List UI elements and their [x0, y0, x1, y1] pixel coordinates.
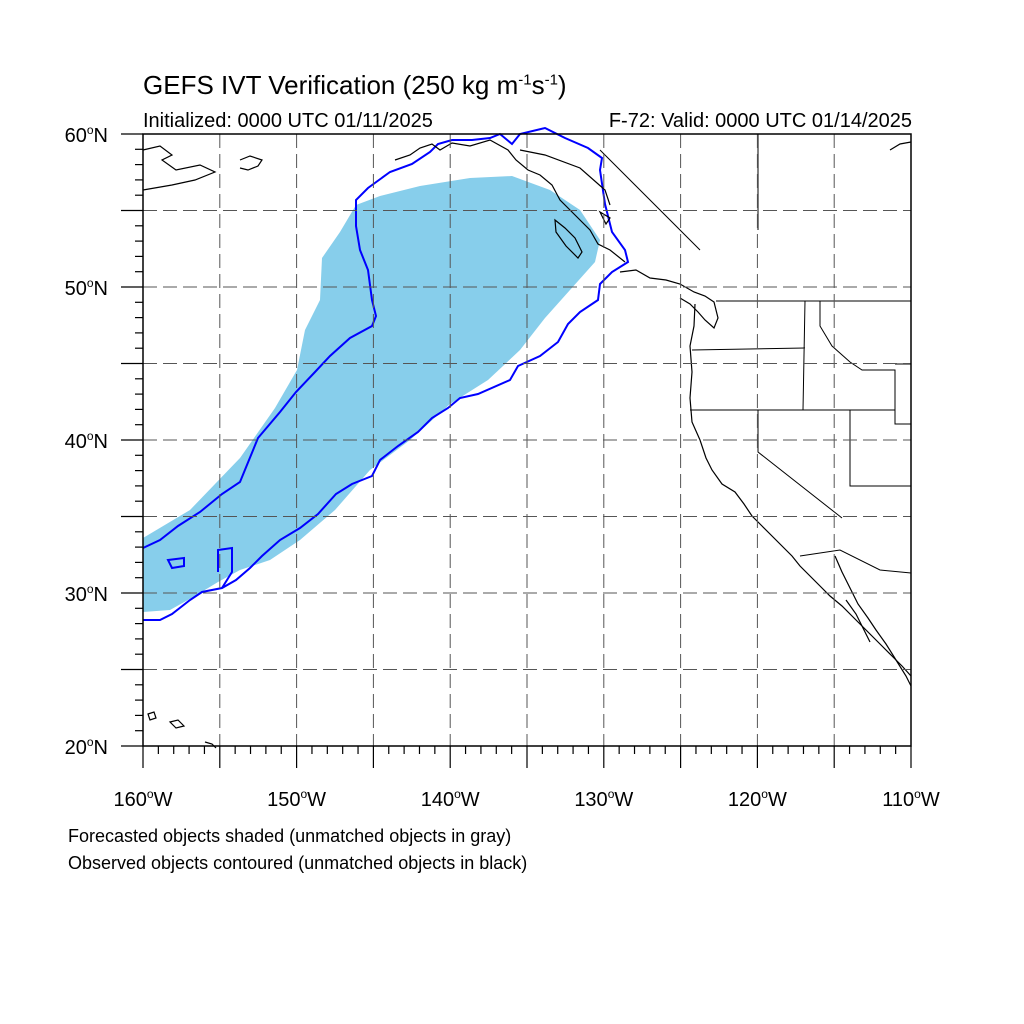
- coastline-us-west: [689, 303, 912, 677]
- legend-note-forecast: Forecasted objects shaded (unmatched obj…: [68, 826, 512, 846]
- chart-title: GEFS IVT Verification (250 kg m-1s-1): [143, 70, 567, 100]
- lon-label: 160oW: [114, 787, 173, 811]
- lat-label: 50oN: [65, 276, 108, 300]
- lon-label: 140oW: [421, 787, 480, 811]
- lat-axis-labels: 60oN 50oN 40oN 30oN 20oN: [65, 123, 108, 759]
- lon-label: 130oW: [574, 787, 633, 811]
- coastlines: [142, 139, 912, 749]
- lat-label: 20oN: [65, 735, 108, 759]
- axis-ticks: [121, 133, 912, 768]
- lon-label: 120oW: [728, 787, 787, 811]
- initialized-label: Initialized: 0000 UTC 01/11/2025: [143, 110, 433, 132]
- boundary-ca-nv: [757, 410, 843, 519]
- boundary-id-mt: [819, 301, 911, 425]
- observed-object-contour-small: [166, 556, 185, 570]
- legend-note-observed: Observed objects contoured (unmatched ob…: [68, 853, 528, 873]
- boundary-nv-az: [849, 410, 911, 487]
- political-boundaries: [599, 134, 912, 574]
- coastline-bc-islands: [554, 210, 719, 330]
- coastline-alaska-south: [239, 139, 626, 263]
- lon-axis-labels: 160oW 150oW 140oW 130oW 120oW 110oW: [114, 787, 940, 811]
- boundary-canada-provinces: [599, 134, 759, 251]
- coastline-alaska-panhandle: [519, 149, 611, 206]
- grid-lines: [143, 134, 911, 746]
- observed-object-contour-notch: [217, 546, 233, 589]
- valid-time-label: F-72: Valid: 0000 UTC 01/14/2025: [608, 110, 912, 132]
- observed-object-contour: [142, 126, 630, 621]
- coastline-alaska-west: [142, 145, 217, 191]
- coastline-north-canada: [889, 141, 912, 151]
- lat-label: 60oN: [65, 123, 108, 147]
- lon-label: 110oW: [882, 787, 940, 811]
- coastline-baja: [834, 555, 912, 687]
- coastline-hawaii: [147, 711, 217, 749]
- forecast-object: [143, 176, 600, 612]
- lat-label: 40oN: [65, 429, 108, 453]
- boundary-wa-or: [691, 300, 806, 411]
- boundary-us-mexico: [799, 549, 912, 574]
- lon-label: 150oW: [267, 787, 326, 811]
- lat-label: 30oN: [65, 582, 108, 606]
